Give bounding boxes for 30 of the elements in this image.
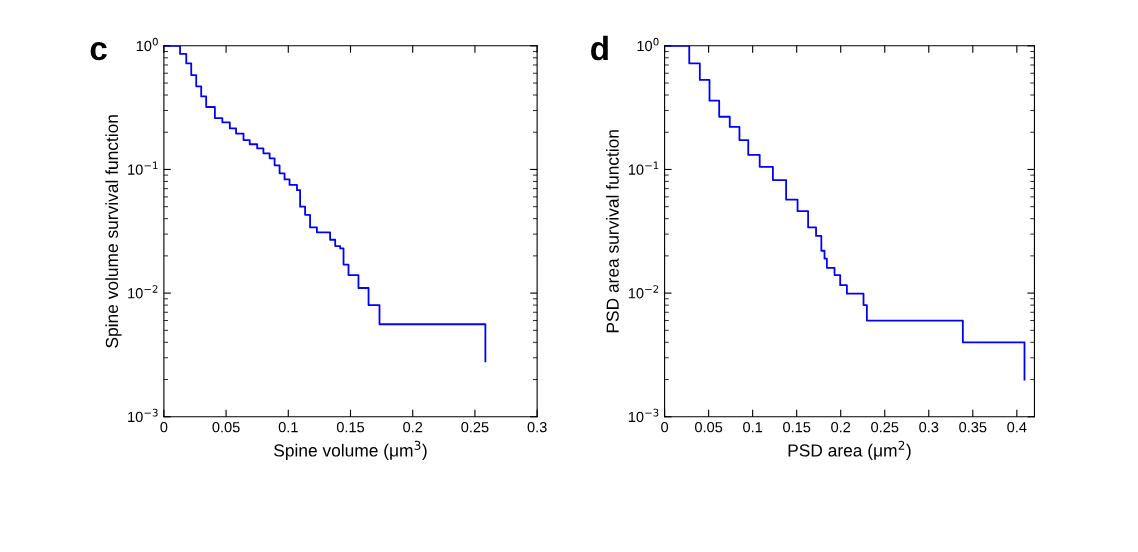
y-tick-label: 10$^{−2}$ (628, 285, 659, 299)
x-tick-label: 0.05 (212, 422, 240, 433)
x-tick-label: 0.25 (461, 422, 489, 433)
x-tick-label: 0.25 (871, 422, 899, 433)
y-tick-label: 10$^{−3}$ (128, 408, 158, 423)
x-axis-title: PSD area (μm$^{2}$) (788, 440, 911, 461)
y-tick-label: 10$^{−1}$ (128, 161, 158, 175)
x-tick-label: 0.15 (336, 422, 365, 433)
x-tick-label: 0.15 (783, 422, 811, 433)
chart-title: c (90, 42, 107, 61)
x-tick-label: 0.35 (959, 422, 987, 433)
x-tick-label: 0 (661, 422, 669, 433)
y-axis-title: Spine volume survival function (105, 115, 122, 348)
x-tick-label: 0.1 (743, 422, 763, 433)
x-tick-label: 0.3 (919, 422, 939, 433)
x-tick-label: 0 (160, 422, 168, 433)
x-axis-title: Spine volume (μm$^{3}$) (274, 440, 427, 461)
y-tick-label: 10$^{0}$ (136, 37, 158, 52)
x-tick-label: 0.05 (695, 422, 723, 433)
x-tick-label: 0.2 (403, 422, 423, 433)
y-tick-label: 10$^{0}$ (637, 37, 659, 52)
y-tick-label: 10$^{−2}$ (128, 285, 158, 299)
x-tick-label: 0.2 (831, 422, 851, 433)
x-tick-label: 0.1 (278, 422, 298, 433)
x-tick-label: 0.3 (527, 422, 547, 433)
x-tick-label: 0.4 (1007, 422, 1027, 433)
chart-title: d (591, 35, 608, 61)
y-tick-label: 10$^{−1}$ (628, 161, 659, 175)
y-tick-label: 10$^{−3}$ (628, 408, 659, 423)
y-axis-title: PSD area survival function (606, 130, 619, 333)
